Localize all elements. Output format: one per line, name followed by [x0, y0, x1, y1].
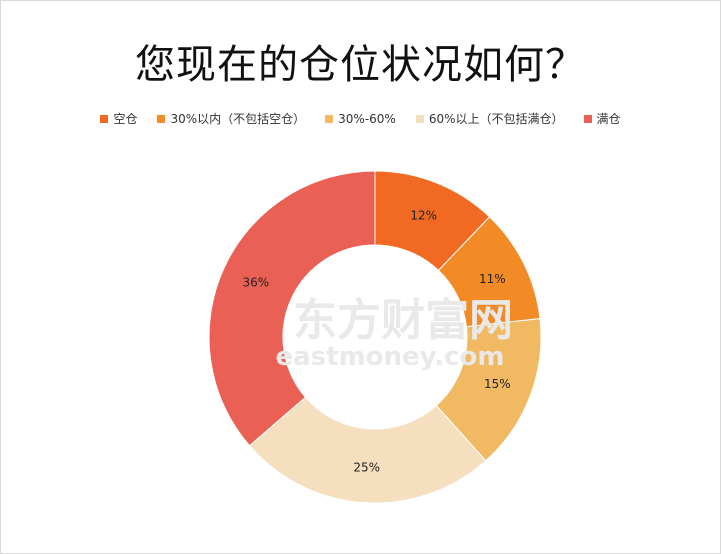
slice-label: 12% [410, 208, 437, 222]
watermark-en: eastmoney.com [276, 342, 505, 372]
legend-label: 30%-60% [338, 111, 396, 126]
legend-label: 30%以内（不包括空仓） [170, 112, 306, 126]
donut-slice [248, 396, 487, 504]
donut-slice [208, 170, 376, 447]
slices-group [208, 170, 542, 504]
slice-labels-group: 12% 11% 15% 25% 36% [243, 208, 511, 474]
legend-item: 30%以内（不包括空仓） [157, 110, 305, 127]
legend-item: 30%-60% [325, 110, 396, 127]
legend-label: 满仓 [596, 112, 621, 126]
slice-label: 11% [479, 272, 506, 286]
legend-swatch [325, 114, 334, 123]
slice-label: 15% [484, 377, 511, 391]
legend-label: 60%以上（不包括满仓） [428, 112, 564, 126]
legend-item: 满仓 [583, 110, 621, 127]
legend-swatch [157, 114, 166, 123]
legend-item: 空仓 [100, 110, 137, 127]
chart-title: 您现在的仓位状况如何？ [135, 42, 586, 88]
legend-label: 空仓 [113, 112, 138, 126]
slice-label: 25% [353, 461, 380, 475]
legend-swatch [100, 114, 109, 123]
chart-legend: 空仓 30%以内（不包括空仓） 30%-60% 60%以上（不包括满仓） 满仓 [0, 110, 721, 127]
slice-label: 36% [243, 276, 270, 290]
watermark-cn: 东方财富网 [293, 295, 513, 346]
legend-swatch [583, 114, 592, 123]
legend-swatch [415, 114, 424, 123]
legend-item: 60%以上（不包括满仓） [415, 110, 564, 127]
